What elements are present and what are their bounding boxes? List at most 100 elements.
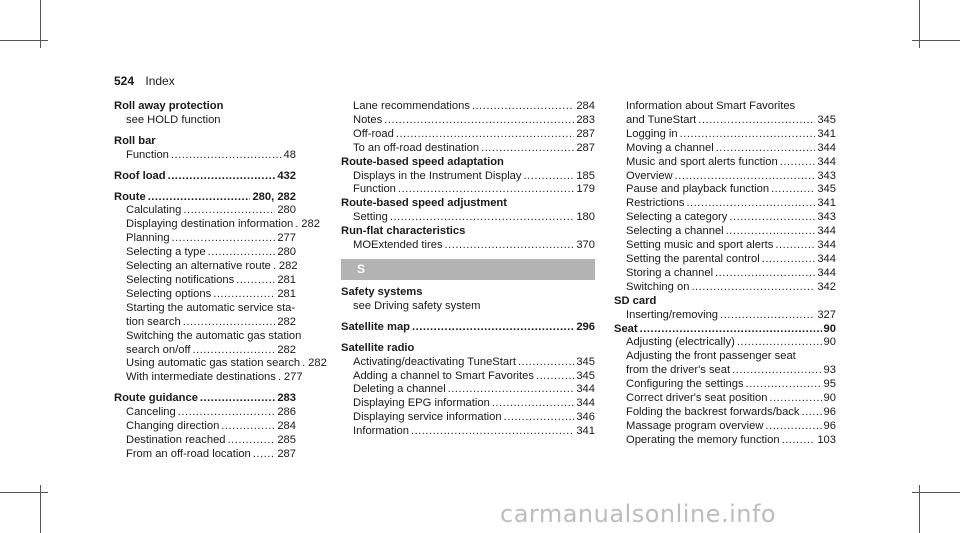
entry-text: Satellite map (341, 320, 411, 333)
entry-text: Selecting a type (126, 246, 206, 259)
index-column-3: Information about Smart Favorites and Tun… (614, 100, 836, 448)
dot-leader: ........................................… (412, 320, 575, 333)
index-entry: and TuneStart...........................… (614, 114, 836, 128)
dot-leader: ........................................… (397, 183, 574, 196)
entry-page-number: 344 (817, 252, 836, 265)
entry-page-number: 342 (817, 280, 836, 293)
entry-page-number: 287 (576, 127, 595, 140)
entry-page-number: 344 (817, 266, 836, 279)
index-entry: Restrictions............................… (614, 197, 836, 211)
dot-leader: ........................................… (221, 420, 276, 433)
index-subentry-text: see Driving safety system (353, 299, 481, 312)
index-entry: Logging in..............................… (614, 128, 836, 142)
dot-leader: ........................................… (227, 433, 276, 446)
entry-page-number: 344 (817, 239, 836, 252)
page-title: Index (145, 74, 175, 88)
index-entry: Changing direction......................… (114, 420, 296, 434)
crop-mark (912, 492, 960, 493)
dot-leader: ........................................… (444, 239, 575, 252)
entry-page-number: 344 (576, 397, 595, 410)
crop-mark (919, 0, 920, 48)
dot-leader: ........................................… (720, 308, 815, 321)
index-entry: Folding the backrest forwards/back......… (614, 406, 836, 420)
entry-page-number: 284 (576, 100, 595, 112)
index-entry: Correct driver's seat position..........… (614, 392, 836, 406)
dot-leader: ........................................… (765, 419, 821, 432)
index-entry: Canceling...............................… (114, 406, 296, 420)
spacer (114, 128, 296, 135)
entry-text: Massage program overview (626, 419, 764, 432)
index-subentry-text: Starting the automatic service sta- (126, 301, 296, 314)
entry-page-number: 341 (817, 127, 836, 140)
entry-page-number: 185 (576, 169, 595, 182)
index-heading: Satellite radio (341, 341, 415, 354)
dot-leader: ........................................… (725, 225, 816, 238)
index-entry: Operating the memory function...........… (614, 434, 836, 448)
entry-page-number: 327 (817, 308, 836, 321)
dot-leader: ........................................… (147, 190, 251, 203)
entry-text: Inserting/removing (626, 308, 719, 321)
index-entry: Configuring the settings................… (614, 378, 836, 392)
index-heading: Route...................................… (114, 191, 296, 205)
entry-page-number: 345 (576, 369, 595, 382)
entry-page-number: 284 (277, 420, 296, 433)
index-entry: Off-road................................… (341, 128, 595, 142)
index-entry: Information.............................… (341, 425, 595, 439)
index-entry: Displaying destination information......… (114, 218, 320, 232)
entry-page-number: 346 (576, 411, 595, 424)
entry-text: From an off-road location (126, 447, 251, 460)
index-heading: Roll away protection (114, 100, 224, 112)
dot-leader: ........................................… (517, 355, 574, 368)
index-heading: SD card (614, 294, 657, 307)
dot-leader: ........................................… (272, 260, 277, 273)
dot-leader: ........................................… (170, 148, 282, 161)
index-heading: Route guidance..........................… (114, 392, 296, 406)
entry-page-number: 96 (823, 419, 836, 432)
spacer (114, 385, 296, 392)
index-entry: Setting.................................… (341, 211, 595, 225)
entry-text: Adjusting (electrically) (626, 336, 735, 349)
dot-leader: ........................................… (447, 383, 575, 396)
entry-text: Moving a channel (626, 141, 714, 154)
dot-leader: ........................................… (199, 392, 275, 405)
index-entry: Storing a channel.......................… (614, 267, 836, 281)
entry-page-number: 90 (823, 392, 836, 405)
index-entry: With intermediate destinations..........… (114, 371, 303, 385)
entry-text: Adding a channel to Smart Favorites (353, 369, 534, 382)
crop-mark (0, 40, 48, 41)
index-entry: Notes...................................… (341, 114, 595, 128)
index-heading: Route-based speed adaptation (341, 155, 504, 168)
dot-leader: ........................................… (192, 343, 276, 356)
index-heading: Route-based speed adjustment (341, 197, 507, 210)
dot-leader: ........................................… (679, 127, 816, 140)
index-entry: from the driver's seat..................… (614, 364, 836, 378)
entry-text: Displaying destination information (126, 218, 294, 231)
entry-page-number: 93 (823, 364, 836, 377)
index-entry: Music and sport alerts function.........… (614, 156, 836, 170)
index-subentry-text: Adjusting the front passenger seat (626, 350, 796, 363)
entry-text: Roof load (114, 169, 166, 182)
index-heading: Roll bar (114, 134, 156, 147)
index-entry: To an off-road destination..............… (341, 142, 595, 156)
index-entry: Overview................................… (614, 170, 836, 184)
page-number: 524 (114, 74, 135, 88)
entry-text: Operating the memory function (626, 433, 780, 446)
entry-text: Function (353, 183, 396, 196)
index-heading: Safety systems (341, 285, 423, 298)
index-entry: Selecting a type........................… (114, 246, 296, 260)
entry-text: Selecting notifications (126, 273, 235, 286)
entry-page-number: 277 (283, 371, 303, 384)
index-entry: Setting music and sport alerts..........… (614, 239, 836, 253)
index-entry: Activating/deactivating TuneStart.......… (341, 356, 595, 370)
entry-text: Configuring the settings (626, 378, 744, 391)
entry-text: Setting (353, 211, 388, 224)
index-entry: tion search.............................… (114, 316, 296, 330)
crop-mark (919, 485, 920, 533)
dot-leader: ........................................… (771, 183, 815, 196)
dot-leader: ........................................… (252, 447, 276, 460)
entry-text: MOExtended tires (353, 239, 443, 252)
entry-text: search on/off (126, 343, 191, 356)
entry-text: Seat (614, 322, 638, 335)
entry-page-number: 296 (576, 320, 595, 333)
index-entry: Planning................................… (114, 232, 296, 246)
